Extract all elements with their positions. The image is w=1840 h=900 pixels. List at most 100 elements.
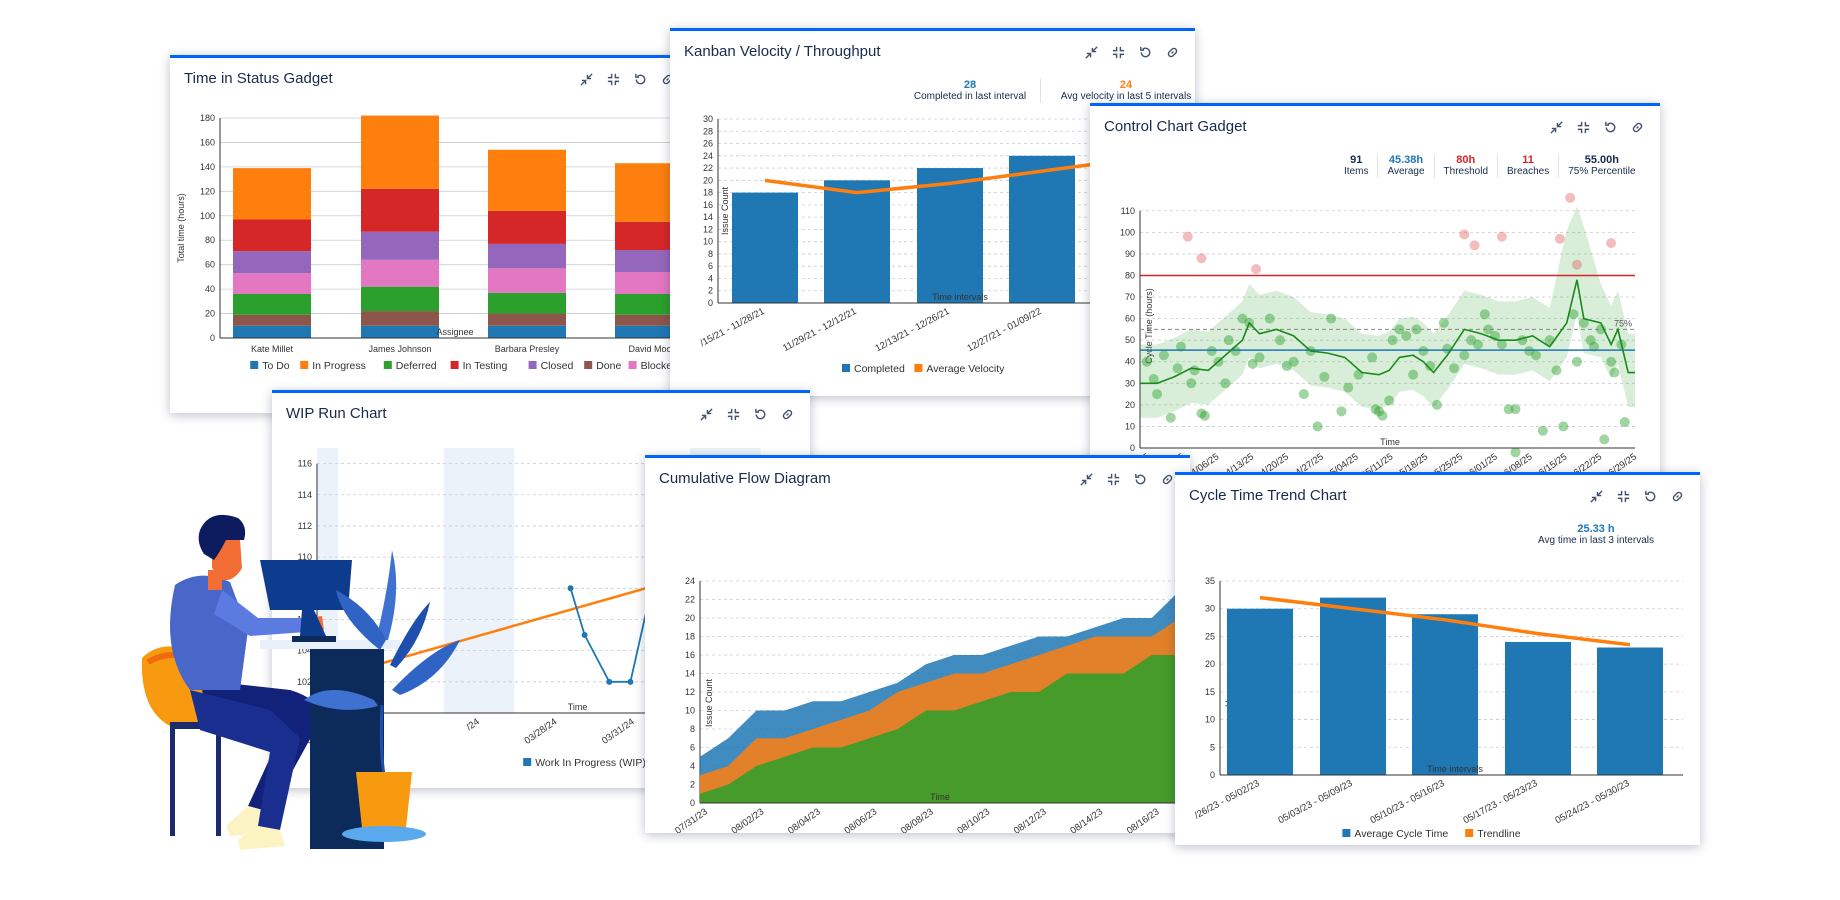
bar-segment [488,326,566,338]
person-at-desk-illustration [130,490,510,870]
y-tick-label: 25 [1205,631,1215,641]
bar-segment [488,268,566,292]
issue-point [1517,335,1527,345]
y-tick-label: 15 [1205,687,1215,697]
y-tick-label: 160 [200,137,215,147]
x-tick-label: 08/02/23 [730,806,767,833]
refresh-icon[interactable] [751,405,769,423]
issue-point [1336,406,1346,416]
y-tick-label: 5 [1210,742,1215,752]
issue-point [1551,365,1561,375]
y-tick-label: 30 [1205,604,1215,614]
bar-segment [233,219,311,251]
x-axis-title: Time intervals [932,292,988,302]
x-tick-label: /15/21 - 11/28/21 [698,306,766,349]
issue-point [1159,350,1169,360]
legend-swatch [1465,829,1473,837]
y-tick-label: 8 [690,724,695,734]
y-tick-label: 0 [690,798,695,808]
minimize-icon[interactable] [1614,487,1632,505]
percentile-label: 75% [1614,318,1632,328]
breach-point [1565,193,1575,203]
cycle-time-bar [1320,598,1386,775]
legend-swatch [1342,829,1350,837]
x-tick-label: 03/28/24 [523,716,560,746]
legend-swatch [451,361,459,369]
refresh-icon[interactable] [1131,470,1149,488]
issue-point [1313,421,1323,431]
cycle-time-bar [1412,614,1478,775]
link-icon[interactable] [778,405,796,423]
y-tick-label: 60 [1125,314,1135,324]
cycle-time-bar [1597,648,1663,775]
issue-point [1408,370,1418,380]
bar-segment [488,211,566,244]
issue-point [1439,318,1449,328]
issue-point [1224,335,1234,345]
y-tick-label: 0 [210,333,215,343]
bar-segment [233,315,311,326]
y-tick-label: 22 [685,595,695,605]
y-tick-label: 16 [685,650,695,660]
wip-point [627,679,633,685]
issue-point [1289,357,1299,367]
legend-swatch [842,364,850,372]
cycle-stat-avg: 25.33 h Avg time in last 3 intervals [1506,523,1686,547]
breach-point [1497,232,1507,242]
collapse-icon[interactable] [1587,487,1605,505]
y-tick-label: 12 [703,224,713,234]
y-tick-label: 10 [703,237,713,247]
x-tick-label: Barbara Presley [495,344,560,354]
y-tick-label: 4 [690,761,695,771]
legend-swatch [250,361,258,369]
x-tick-label: 05/10/23 - 05/16/23 [1368,778,1446,826]
collapse-icon[interactable] [1082,43,1100,61]
minimize-icon[interactable] [724,405,742,423]
cycle-time-bar [1227,609,1293,775]
refresh-icon[interactable] [631,70,649,88]
collapse-icon[interactable] [1077,470,1095,488]
legend-label: Closed [541,360,574,372]
x-tick-label: /26/23 - 05/02/23 [1193,778,1262,821]
y-tick-label: 22 [703,163,713,173]
x-tick-label: 03/31/24 [600,716,637,746]
issue-point [1449,363,1459,373]
minimize-icon[interactable] [1109,43,1127,61]
legend-label: Completed [854,363,905,375]
collapse-icon[interactable] [577,70,595,88]
minimize-icon[interactable] [1104,470,1122,488]
link-icon[interactable] [1668,487,1686,505]
issue-point [1377,411,1387,421]
collapse-icon[interactable] [697,405,715,423]
legend-swatch [914,364,922,372]
minimize-icon[interactable] [1574,118,1592,136]
control-stat: 80hThreshold [1434,154,1497,178]
legend-swatch [584,361,592,369]
stat-label: Items [1344,166,1368,178]
refresh-icon[interactable] [1641,487,1659,505]
link-icon[interactable] [1163,43,1181,61]
y-tick-label: 6 [690,743,695,753]
minimize-icon[interactable] [604,70,622,88]
issue-point [1231,346,1241,356]
gadget-title: Cycle Time Trend Chart [1189,487,1347,504]
bar-segment [361,260,439,287]
collapse-icon[interactable] [1547,118,1565,136]
issue-point [1343,383,1353,393]
y-tick-label: 100 [1120,227,1135,237]
wip-point [582,632,588,638]
gadget-title: Control Chart Gadget [1104,118,1247,135]
issue-point [1200,411,1210,421]
bar-segment [361,232,439,260]
bar-segment [233,294,311,315]
stat-value: 91 [1344,154,1368,166]
link-icon[interactable] [1628,118,1646,136]
refresh-icon[interactable] [1136,43,1154,61]
y-tick-label: 2 [690,780,695,790]
x-tick-label: 12/13/21 - 12/26/21 [873,306,951,354]
issue-point [1531,350,1541,360]
link-icon[interactable] [1158,470,1176,488]
refresh-icon[interactable] [1601,118,1619,136]
issue-point [1299,389,1309,399]
legend-label: Average Velocity [926,363,1005,375]
